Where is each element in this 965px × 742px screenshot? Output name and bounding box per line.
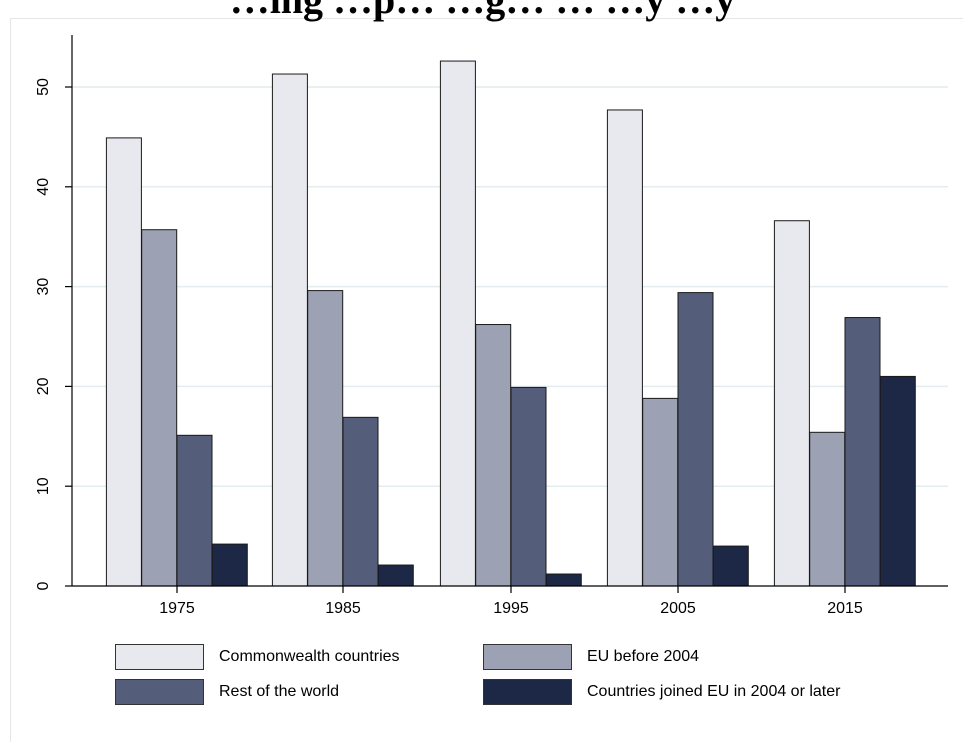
y-tick-label-10: 10 <box>35 477 52 495</box>
bar-1985-4 <box>377 564 414 587</box>
bar-1995-3 <box>510 386 547 587</box>
x-tick-label-2015: 2015 <box>827 600 863 617</box>
chart-title: …ing …p… …g… … …y …y <box>0 0 965 22</box>
bar-1975-1 <box>105 137 142 587</box>
y-tick-label-30: 30 <box>35 278 52 296</box>
bar-2005-1 <box>606 109 643 587</box>
bar-1985-1 <box>271 73 308 587</box>
bar-1975-2 <box>141 229 178 587</box>
bar-2015-2 <box>809 431 846 587</box>
bar-2005-3 <box>677 292 714 587</box>
chart-panel <box>10 18 963 742</box>
bar-1975-4 <box>211 543 248 587</box>
bar-1995-1 <box>439 60 476 587</box>
bar-1985-2 <box>307 290 344 587</box>
bar-1975-3 <box>176 434 213 587</box>
bar-2015-3 <box>844 317 881 587</box>
y-tick-label-50: 50 <box>35 78 52 96</box>
y-tick-label-0: 0 <box>35 581 52 590</box>
bar-1995-4 <box>545 573 582 587</box>
bar-2005-2 <box>642 397 679 587</box>
bar-2015-4 <box>879 375 916 587</box>
x-tick-label-1975: 1975 <box>159 600 195 617</box>
bar-1985-3 <box>342 416 379 587</box>
x-tick-label-1995: 1995 <box>493 600 529 617</box>
bar-2005-4 <box>712 545 749 587</box>
y-tick-label-40: 40 <box>35 178 52 196</box>
bar-1995-2 <box>475 324 512 587</box>
x-tick-label-1985: 1985 <box>325 600 361 617</box>
x-tick-label-2005: 2005 <box>660 600 696 617</box>
bar-2015-1 <box>773 220 810 587</box>
y-tick-label-20: 20 <box>35 377 52 395</box>
